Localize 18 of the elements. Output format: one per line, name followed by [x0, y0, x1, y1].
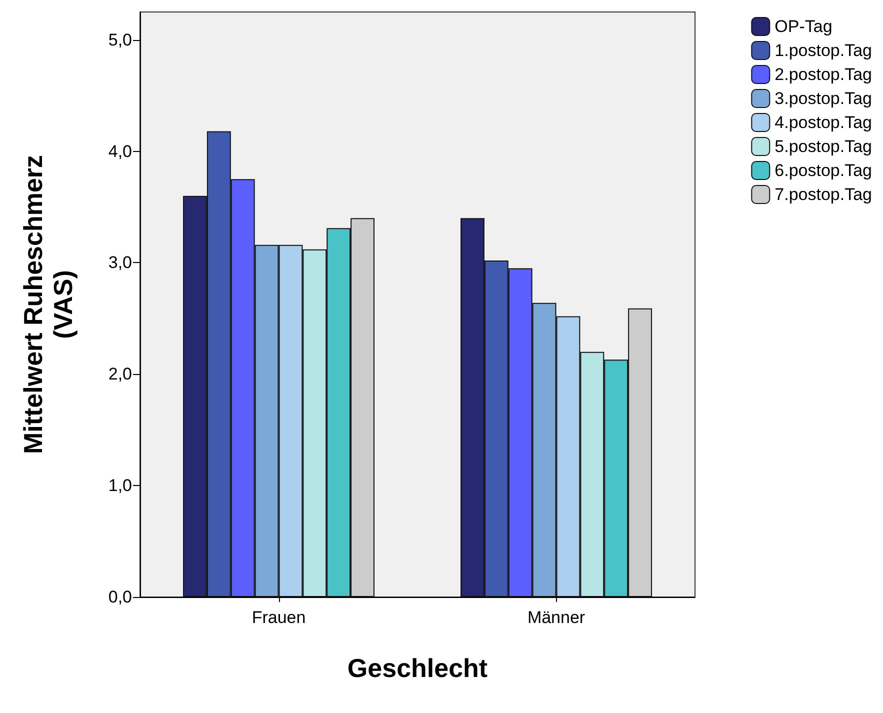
y-tick-label: 2,0: [108, 364, 132, 384]
y-axis-title: Mittelwert Ruheschmerz (VAS): [18, 154, 78, 454]
legend-label: 5.postop.Tag: [774, 137, 872, 156]
x-tick-label: Frauen: [252, 608, 306, 627]
legend-label: 1.postop.Tag: [774, 41, 872, 60]
y-tick-label: 3,0: [108, 253, 132, 272]
legend-label: 7.postop.Tag: [774, 185, 872, 204]
legend-label: 6.postop.Tag: [774, 161, 872, 180]
y-tick-label: 0,0: [108, 588, 132, 606]
legend-label: 4.postop.Tag: [774, 113, 872, 132]
legend-label: 2.postop.Tag: [774, 65, 872, 84]
x-axis-title: Geschlecht: [347, 653, 488, 683]
x-tick-label: Männer: [527, 608, 586, 627]
y-tick-label: 5,0: [108, 30, 132, 50]
legend-label: OP-Tag: [774, 17, 832, 36]
y-tick-label: 1,0: [108, 476, 132, 496]
legend-label: 3.postop.Tag: [774, 89, 872, 108]
y-tick-label: 4,0: [108, 142, 132, 161]
